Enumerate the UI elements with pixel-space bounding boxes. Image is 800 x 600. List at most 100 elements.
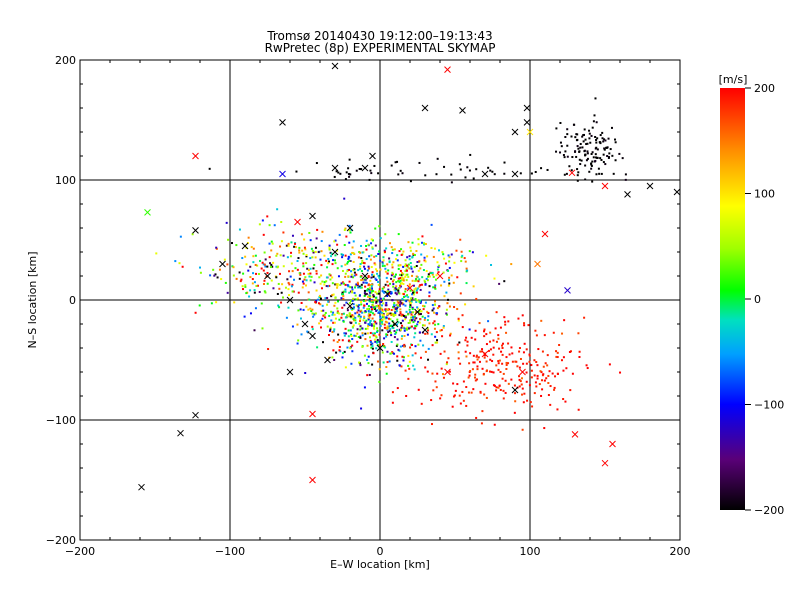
scatter-point <box>320 274 323 277</box>
scatter-point <box>355 304 358 307</box>
scatter-point <box>261 327 264 330</box>
scatter-point <box>392 283 395 286</box>
scatter-point <box>527 324 530 327</box>
scatter-point <box>331 294 334 297</box>
scatter-point <box>397 267 400 270</box>
scatter-point <box>371 312 374 315</box>
scatter-point <box>465 282 468 285</box>
scatter-point <box>305 253 308 256</box>
scatter-point <box>423 279 426 282</box>
cross-marker <box>421 104 429 112</box>
scatter-point <box>408 255 411 258</box>
scatter-point <box>374 320 377 323</box>
scatter-point <box>467 391 470 394</box>
scatter-point <box>293 245 296 248</box>
scatter-point <box>427 275 430 278</box>
scatter-point <box>397 301 400 304</box>
scatter-point <box>370 300 373 303</box>
scatter-point <box>311 256 314 259</box>
cross-marker <box>264 272 271 280</box>
scatter-point <box>424 260 427 263</box>
scatter-point <box>373 313 376 316</box>
scatter-point <box>503 161 506 164</box>
scatter-point <box>459 362 462 365</box>
scatter-point <box>334 301 337 304</box>
scatter-point <box>305 255 308 258</box>
scatter-point <box>367 355 370 358</box>
scatter-point <box>364 321 367 324</box>
scatter-point <box>391 280 394 283</box>
scatter-point <box>367 295 370 298</box>
scatter-point <box>260 302 263 305</box>
scatter-point <box>411 311 414 314</box>
scatter-point <box>250 246 253 249</box>
scatter-point <box>380 299 383 302</box>
scatter-point <box>306 330 309 333</box>
scatter-point <box>368 296 371 299</box>
scatter-point <box>332 259 335 262</box>
scatter-point <box>533 392 536 395</box>
scatter-point <box>366 327 369 330</box>
scatter-point <box>319 282 322 285</box>
scatter-point <box>378 225 381 228</box>
scatter-point <box>489 340 492 343</box>
scatter-point <box>553 386 556 389</box>
scatter-point <box>392 285 395 288</box>
scatter-point <box>495 364 498 367</box>
scatter-point <box>547 374 550 377</box>
scatter-point <box>293 278 296 281</box>
scatter-point <box>525 348 528 351</box>
scatter-point <box>216 276 219 279</box>
scatter-point <box>226 263 229 266</box>
scatter-point <box>410 313 413 316</box>
scatter-point <box>454 389 457 392</box>
scatter-point <box>378 300 381 303</box>
scatter-point <box>546 354 549 357</box>
scatter-point <box>433 300 436 303</box>
scatter-point <box>536 377 539 380</box>
scatter-point <box>338 233 341 236</box>
scatter-point <box>286 278 289 281</box>
scatter-point <box>359 262 362 265</box>
scatter-point <box>405 273 408 276</box>
scatter-point <box>342 282 345 285</box>
scatter-point <box>360 168 363 171</box>
scatter-point <box>402 356 405 359</box>
scatter-point <box>402 293 405 296</box>
scatter-point <box>395 288 398 291</box>
scatter-point <box>387 326 390 329</box>
scatter-point <box>324 316 327 319</box>
scatter-point <box>510 378 513 381</box>
scatter-point <box>385 366 388 369</box>
scatter-point <box>426 255 429 258</box>
scatter-point <box>356 281 359 284</box>
scatter-point <box>303 278 306 281</box>
scatter-point <box>403 334 406 337</box>
scatter-point <box>370 308 373 311</box>
scatter-point <box>418 331 421 334</box>
scatter-point <box>459 168 462 171</box>
scatter-point <box>606 155 609 158</box>
scatter-point <box>380 312 383 315</box>
scatter-point <box>367 305 370 308</box>
scatter-point <box>431 309 434 312</box>
scatter-point <box>329 274 332 277</box>
scatter-point <box>502 372 505 375</box>
cross-marker <box>568 169 576 177</box>
cross-markers <box>138 62 681 491</box>
scatter-point <box>353 334 356 337</box>
scatter-point <box>330 252 333 255</box>
scatter-point <box>504 379 507 382</box>
cross-marker <box>346 224 354 232</box>
cross-marker <box>481 170 489 178</box>
x-axis-label: E–W location [km] <box>330 558 430 571</box>
scatter-point <box>390 308 393 311</box>
chart-subtitle: RwPretec (8p) EXPERIMENTAL SKYMAP <box>265 41 496 55</box>
cross-marker <box>301 320 309 328</box>
scatter-point <box>336 267 339 270</box>
scatter-point <box>315 237 318 240</box>
scatter-point <box>372 274 375 277</box>
scatter-point <box>427 273 430 276</box>
scatter-point <box>361 311 364 314</box>
scatter-point <box>530 364 533 367</box>
